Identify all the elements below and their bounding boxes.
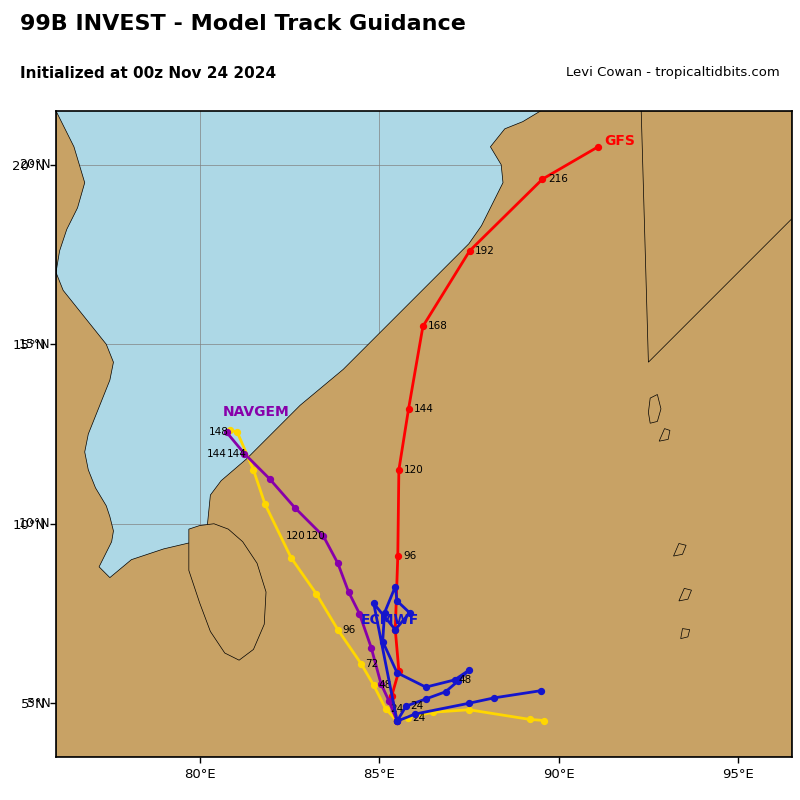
Point — [390, 594, 403, 607]
Text: 72: 72 — [366, 658, 378, 669]
Polygon shape — [679, 588, 691, 601]
Text: 15°N: 15°N — [19, 338, 50, 350]
Text: 96: 96 — [403, 551, 417, 561]
Text: Levi Cowan - tropicaltidbits.com: Levi Cowan - tropicaltidbits.com — [566, 66, 780, 79]
Point — [247, 463, 260, 476]
Point — [538, 714, 550, 727]
Point — [393, 463, 406, 476]
Text: 48: 48 — [378, 680, 391, 690]
Point — [390, 666, 403, 679]
Text: 216: 216 — [548, 174, 568, 184]
Point — [390, 715, 403, 728]
Point — [439, 686, 452, 698]
Point — [452, 674, 465, 687]
Point — [402, 402, 415, 415]
Point — [389, 623, 402, 636]
Text: 99B INVEST - Model Track Guidance: 99B INVEST - Model Track Guidance — [20, 14, 466, 34]
Point — [426, 706, 439, 718]
Point — [288, 502, 301, 514]
Text: 144: 144 — [226, 449, 246, 458]
Point — [220, 426, 233, 438]
Point — [448, 674, 461, 686]
Text: 24: 24 — [412, 713, 426, 722]
Point — [331, 557, 344, 570]
Text: ECMWF: ECMWF — [361, 614, 419, 627]
Text: 96: 96 — [342, 625, 355, 634]
Point — [285, 551, 298, 564]
Text: 148: 148 — [209, 427, 229, 438]
Point — [390, 715, 403, 728]
Polygon shape — [659, 429, 670, 441]
Point — [390, 715, 403, 728]
Text: 168: 168 — [428, 322, 448, 331]
Point — [536, 173, 549, 186]
Text: Initialized at 00z Nov 24 2024: Initialized at 00z Nov 24 2024 — [20, 66, 276, 82]
Polygon shape — [648, 394, 661, 423]
Text: 120: 120 — [286, 531, 306, 542]
Point — [231, 426, 244, 438]
Polygon shape — [189, 524, 266, 660]
Point — [390, 715, 403, 728]
Point — [382, 695, 395, 708]
Point — [403, 606, 416, 619]
Point — [317, 530, 330, 542]
Point — [419, 681, 432, 694]
Point — [488, 691, 501, 704]
Point — [378, 606, 391, 619]
Point — [523, 713, 536, 726]
Point — [238, 447, 251, 460]
Point — [391, 550, 404, 562]
Text: 120: 120 — [306, 531, 326, 542]
Text: 48: 48 — [459, 675, 472, 685]
Text: 5°N: 5°N — [27, 697, 50, 710]
Point — [462, 664, 475, 677]
Point — [354, 658, 367, 670]
Point — [389, 623, 402, 636]
Point — [374, 677, 387, 690]
Point — [417, 320, 430, 333]
Point — [592, 140, 605, 153]
Point — [224, 423, 237, 436]
Polygon shape — [674, 543, 686, 556]
Point — [389, 580, 402, 593]
Point — [419, 693, 432, 706]
Point — [390, 715, 403, 728]
Polygon shape — [56, 111, 792, 757]
Point — [367, 597, 380, 610]
Text: 192: 192 — [475, 246, 495, 256]
Point — [365, 642, 378, 654]
Text: NAVGEM: NAVGEM — [223, 405, 290, 419]
Point — [534, 684, 547, 697]
Text: 10°N: 10°N — [19, 518, 50, 530]
Point — [342, 586, 355, 598]
Point — [386, 690, 398, 702]
Point — [462, 703, 475, 716]
Point — [462, 697, 475, 710]
Point — [376, 635, 389, 648]
Point — [367, 679, 380, 692]
Point — [331, 623, 344, 636]
Text: 144: 144 — [414, 404, 434, 414]
Point — [258, 498, 271, 510]
Point — [353, 607, 366, 620]
Text: 20°N: 20°N — [19, 158, 50, 171]
Text: 120: 120 — [404, 465, 424, 475]
Text: 144: 144 — [206, 449, 226, 458]
Polygon shape — [681, 629, 690, 638]
Point — [463, 245, 476, 258]
Point — [263, 473, 276, 486]
Point — [379, 702, 392, 715]
Point — [409, 708, 422, 721]
Text: GFS: GFS — [605, 134, 635, 148]
Point — [402, 711, 414, 724]
Text: 24: 24 — [390, 704, 403, 714]
Point — [400, 700, 413, 713]
Text: 24: 24 — [410, 701, 424, 711]
Polygon shape — [642, 111, 792, 362]
Point — [390, 715, 403, 728]
Point — [310, 587, 322, 600]
Point — [393, 665, 406, 678]
